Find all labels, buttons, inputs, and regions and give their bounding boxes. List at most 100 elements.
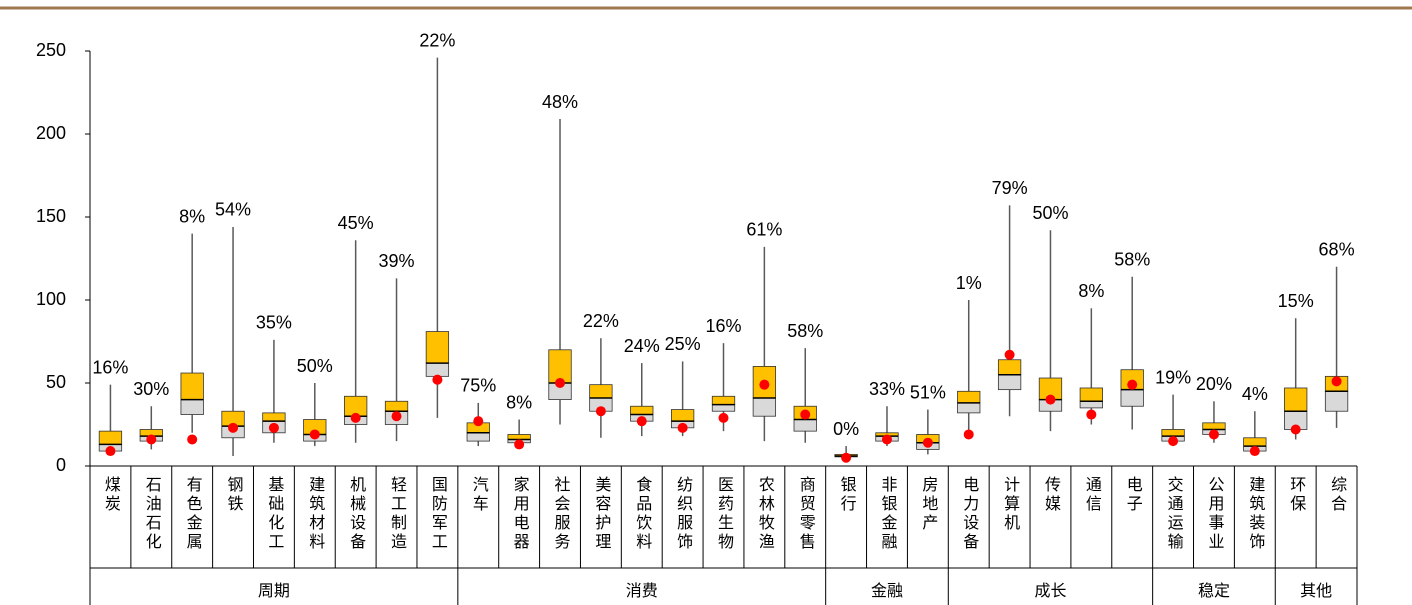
current-dot [432, 374, 443, 385]
x-tick-label: 美容护理 [592, 476, 611, 552]
current-dot [718, 412, 729, 423]
x-tick-label: 计算机 [1001, 476, 1020, 533]
x-tick-label: 商贸零售 [797, 476, 816, 552]
value-label: 51% [910, 382, 946, 402]
x-tick-label: 纺织服饰 [674, 476, 693, 552]
box-lower [180, 399, 204, 415]
y-tick-label: 200 [36, 123, 66, 143]
box-lower [711, 404, 736, 412]
box-lower [1120, 389, 1144, 407]
y-tick-label: 0 [56, 455, 66, 475]
value-label: 58% [787, 321, 823, 341]
box-lower [793, 419, 817, 432]
current-dot [146, 434, 157, 445]
value-label: 19% [1155, 367, 1191, 387]
box-upper [957, 390, 981, 404]
x-tick-label: 汽车 [470, 476, 489, 514]
box-upper [384, 400, 409, 412]
x-tick-label: 石油石化 [143, 476, 162, 552]
current-dot [922, 437, 933, 448]
value-label: 16% [705, 316, 741, 336]
value-label: 58% [1114, 250, 1150, 270]
current-dot [1045, 394, 1056, 405]
x-tick-label: 建筑材料 [306, 476, 325, 552]
value-label: 75% [460, 376, 496, 396]
current-dot [391, 411, 402, 422]
value-label: 24% [624, 336, 660, 356]
value-label: 8% [179, 206, 205, 226]
value-label: 16% [92, 357, 128, 377]
current-dot [759, 379, 770, 390]
box-lower [997, 374, 1022, 391]
x-tick-label: 煤炭 [102, 476, 121, 514]
current-dot [268, 422, 279, 433]
value-label: 30% [133, 379, 169, 399]
current-dot [1004, 349, 1015, 360]
x-tick-label: 通信 [1083, 476, 1102, 514]
y-tick-label: 250 [36, 40, 66, 60]
box-lower [1324, 390, 1349, 412]
box-upper [1243, 437, 1267, 447]
x-tick-label: 公用事业 [1205, 476, 1224, 552]
x-tick-label: 房地产 [919, 476, 938, 533]
current-dot [228, 422, 239, 433]
value-label: 33% [869, 379, 905, 399]
x-tick-label: 银行 [838, 476, 857, 514]
value-label: 48% [542, 92, 578, 112]
current-dot [1086, 409, 1097, 420]
box-upper [425, 331, 450, 364]
value-label: 68% [1319, 240, 1355, 260]
x-tick-label: 医药生物 [715, 476, 734, 552]
current-dot [105, 446, 116, 457]
box-upper [262, 412, 286, 422]
x-tick-label: 电子 [1124, 476, 1143, 514]
group-label: 消费 [626, 582, 658, 600]
x-tick-label: 有色金属 [184, 476, 203, 552]
box-upper [1079, 387, 1103, 402]
group-label: 其他 [1300, 582, 1332, 600]
value-label: 61% [746, 220, 782, 240]
group-label: 周期 [258, 582, 290, 600]
x-tick-label: 交通运输 [1165, 476, 1184, 552]
x-tick-label: 综合 [1328, 476, 1347, 514]
box-upper [1161, 429, 1185, 437]
current-dot [309, 429, 320, 440]
value-label: 35% [256, 313, 292, 333]
value-label: 8% [506, 392, 532, 412]
y-tick-label: 150 [36, 206, 66, 226]
current-dot [800, 409, 811, 420]
current-dot [963, 429, 974, 440]
group-label: 金融 [871, 582, 903, 600]
current-dot [555, 378, 566, 388]
box-upper [711, 395, 736, 405]
current-dot [1208, 429, 1219, 440]
x-tick-label: 电力设备 [960, 476, 979, 552]
current-dot [677, 422, 688, 433]
group-label: 成长 [1034, 582, 1066, 600]
value-label: 22% [419, 30, 455, 50]
x-tick-label: 国防军工 [429, 476, 448, 552]
y-tick-label: 50 [46, 372, 66, 392]
value-label: 8% [1078, 281, 1104, 301]
x-tick-label: 钢铁 [225, 476, 244, 514]
x-tick-label: 轻工制造 [388, 476, 407, 552]
box-lower [752, 397, 777, 417]
current-dot [841, 452, 852, 463]
current-dot [1127, 379, 1138, 390]
current-dot [514, 439, 525, 450]
x-tick-label: 非银金融 [878, 476, 897, 552]
box-lower [466, 432, 490, 442]
x-tick-label: 建筑装饰 [1246, 476, 1265, 552]
current-dot [636, 416, 647, 427]
value-label: 20% [1196, 374, 1232, 394]
box-upper [670, 409, 695, 422]
current-dot [473, 416, 484, 427]
x-tick-label: 社会服务 [552, 476, 571, 552]
box-upper [997, 359, 1022, 376]
value-label: 15% [1278, 291, 1314, 311]
box-upper [1284, 387, 1308, 412]
x-tick-label: 基础化工 [265, 476, 284, 552]
x-tick-label: 传媒 [1042, 476, 1061, 514]
value-label: 54% [215, 200, 251, 220]
current-dot [187, 434, 198, 445]
